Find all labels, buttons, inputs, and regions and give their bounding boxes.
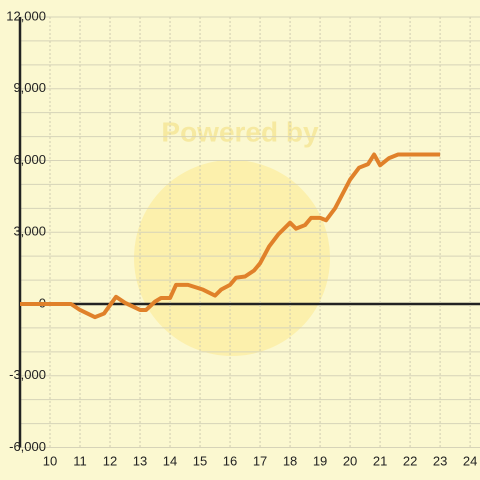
x-tick-label: 18 [283,453,297,468]
y-tick-label: -6,000 [9,439,46,454]
y-tick-label: -3,000 [9,367,46,382]
x-tick-label: 15 [193,453,207,468]
x-tick-label: 17 [253,453,267,468]
y-tick-label: 3,000 [13,224,46,239]
y-tick-label: 12,000 [6,8,46,23]
x-tick-label: 12 [103,453,117,468]
x-tick-label: 13 [133,453,147,468]
x-tick-label: 11 [73,453,87,468]
y-tick-label: 9,000 [13,80,46,95]
data-line [20,152,441,320]
y-tick-label: 6,000 [13,152,46,167]
x-tick-label: 23 [433,453,447,468]
x-tick-label: 21 [373,453,387,468]
x-tick-label: 20 [343,453,357,468]
x-tick-label: 14 [163,453,177,468]
x-tick-label: 16 [223,453,237,468]
watermark: Powered by [161,116,319,147]
x-tick-label: 10 [43,453,57,468]
x-tick-label: 22 [403,453,417,468]
watermark-logo [134,160,330,356]
x-tick-label: 19 [313,453,327,468]
x-tick-label: 24 [463,453,477,468]
